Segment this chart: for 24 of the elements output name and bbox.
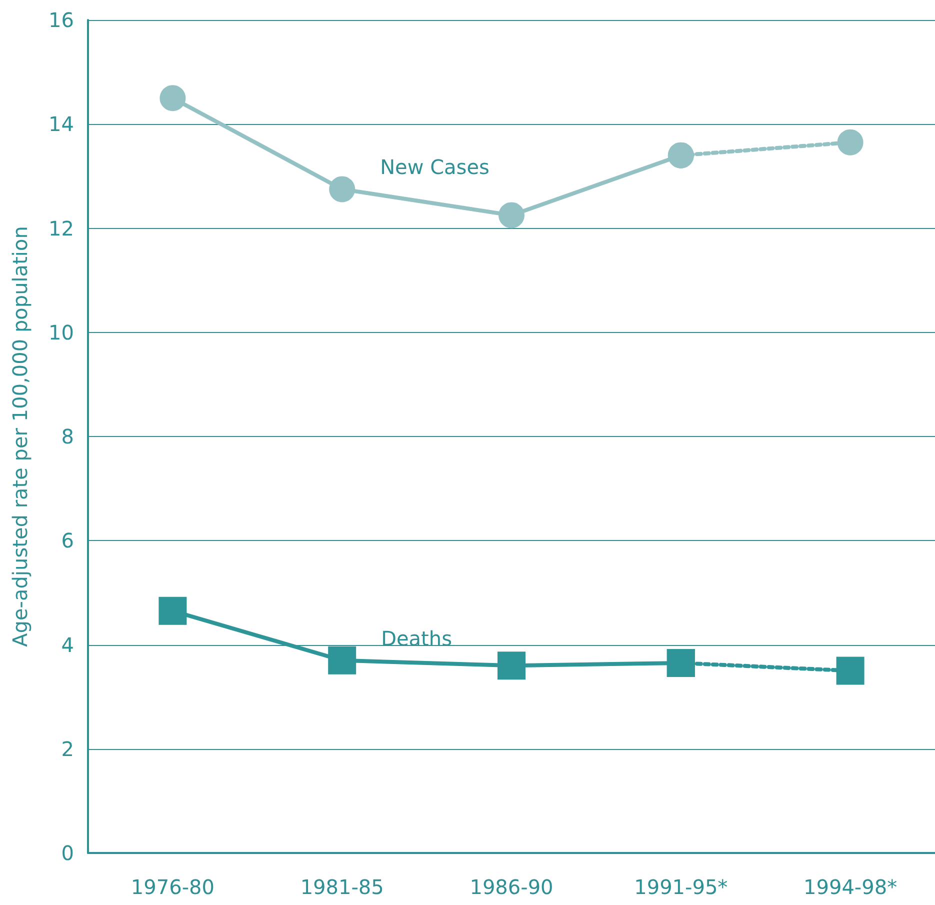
point <box>329 176 356 202</box>
y-tick-label: 14 <box>48 112 74 136</box>
point <box>158 596 187 625</box>
x-tick-label: 1991-95* <box>634 875 728 899</box>
x-tick-label: 1986-90 <box>470 875 554 899</box>
y-tick-label: 6 <box>61 528 74 553</box>
y-tick-label: 4 <box>61 632 74 657</box>
point <box>160 85 186 112</box>
y-tick-label: 0 <box>61 841 74 865</box>
x-tick-label: 1976-80 <box>130 875 214 899</box>
y-tick-label: 8 <box>61 424 74 448</box>
point <box>498 652 526 680</box>
point <box>836 656 864 685</box>
point <box>328 646 356 674</box>
point <box>498 202 524 228</box>
series-label: New Cases <box>380 155 490 180</box>
point <box>837 129 864 156</box>
x-tick-label: 1994-98* <box>804 875 898 899</box>
y-tick-label: 16 <box>48 8 74 32</box>
x-tick-label: 1981-85 <box>300 875 384 899</box>
y-axis-title: Age-adjusted rate per 100,000 population <box>8 226 32 647</box>
y-tick-label: 2 <box>61 736 74 761</box>
y-tick-label: 12 <box>48 216 74 240</box>
y-tick-label: 10 <box>48 320 74 344</box>
